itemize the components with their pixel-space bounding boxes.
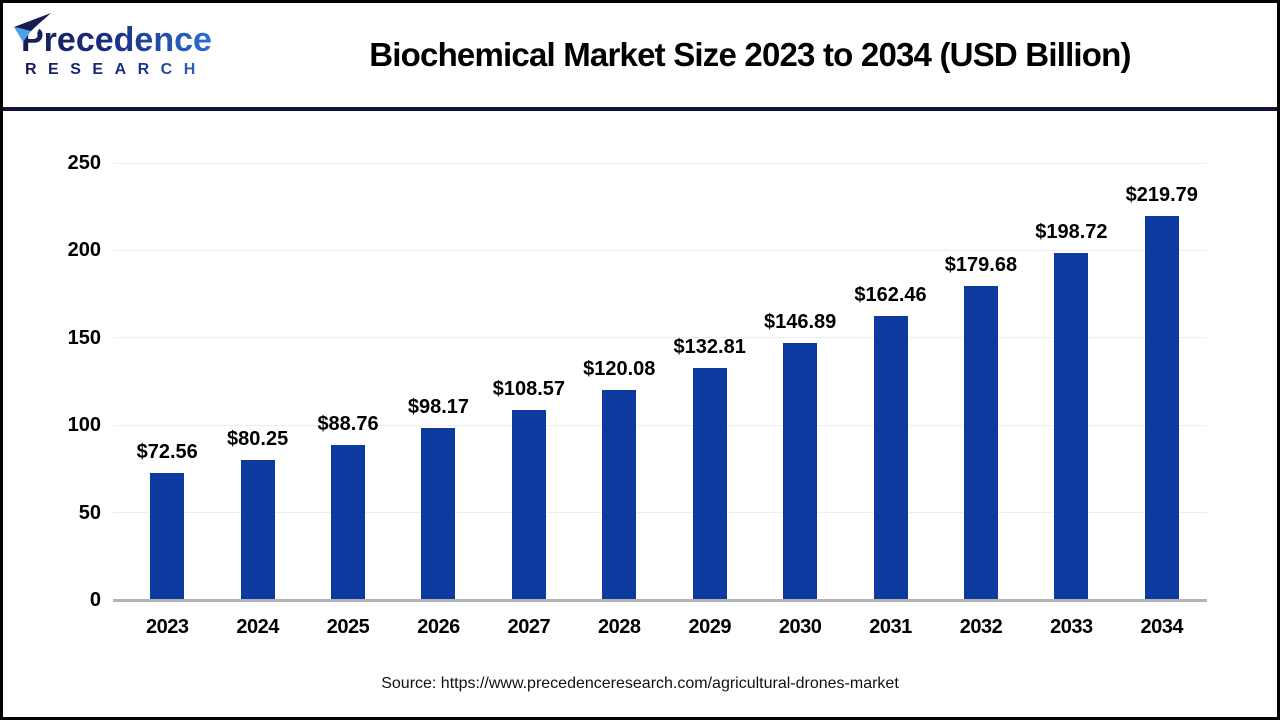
x-axis-tick-label: 2029 [688,616,731,638]
bar-value-label: $108.57 [492,378,566,401]
bar-2023 [150,473,185,599]
x-axis-tick-label: 2023 [145,616,189,638]
y-axis-tick-label: 200 [67,239,101,262]
bar-value-label: $198.72 [1035,220,1108,243]
logo-wordmark: Precedence [19,21,229,60]
bar-value-label: $72.56 [136,441,198,464]
x-axis-tick-label: 2027 [507,616,551,638]
gridline [113,424,1207,426]
bar-value-label: $98.17 [407,396,470,419]
x-axis-tick-label: 2033 [1050,616,1093,638]
bar-2033 [1054,252,1089,599]
bar-value-label: $132.81 [673,335,746,358]
bar-2028 [602,390,637,599]
chart-title: Biochemical Market Size 2023 to 2034 (US… [369,36,1131,73]
bar-value-label: $146.89 [763,311,837,334]
header: Precedence RESEARCH Biochemical Market S… [3,3,1277,104]
bar-2030 [783,343,818,599]
bar-value-label: $80.25 [227,427,289,450]
paper-plane-icon [14,13,51,42]
bar-2025 [331,444,366,599]
bar-2032 [963,285,998,599]
bar-2031 [873,316,908,599]
y-axis-tick-label: 50 [78,501,101,524]
bar-value-label: $120.08 [583,358,656,381]
bar-2034 [1144,215,1179,599]
x-axis-tick-label: 2024 [236,616,279,638]
y-axis-tick-label: 150 [67,326,101,349]
bar-chart: 0 50 100 150 200 250 $72.56 2023 $80.25 2024 $88.7… [3,111,1277,717]
gridline [113,337,1207,339]
y-axis-tick-label: 0 [89,589,101,611]
bar-2029 [692,367,727,599]
bar-value-label: $88.76 [317,412,379,435]
x-axis-tick-label: 2032 [959,616,1003,638]
bar-2027 [511,410,546,599]
gridline [113,512,1207,514]
source-text: Source: https://www.precedenceresearch.c… [381,675,899,692]
gridline [113,249,1207,251]
x-axis-tick-label: 2026 [417,616,460,638]
x-axis-line [113,599,1207,602]
x-axis-tick-label: 2031 [869,616,912,638]
bar-2024 [240,459,275,599]
x-axis-tick-label: 2028 [598,616,641,638]
x-axis-tick-label: 2025 [326,616,370,638]
y-axis-tick-label: 250 [67,152,101,174]
gridline [113,162,1207,164]
y-axis-tick-label: 100 [67,414,101,437]
precedence-research-logo: Precedence RESEARCH [14,13,229,79]
bar-value-label: $162.46 [854,284,927,307]
bar-2026 [421,428,456,599]
x-axis-tick-label: 2030 [778,616,822,638]
x-axis-tick-label: 2034 [1140,616,1184,638]
logo-research-label: RESEARCH [19,61,229,79]
bar-value-label: $179.68 [944,253,1018,276]
bar-value-label: $219.79 [1125,183,1198,206]
header-divider-line [3,107,1277,111]
